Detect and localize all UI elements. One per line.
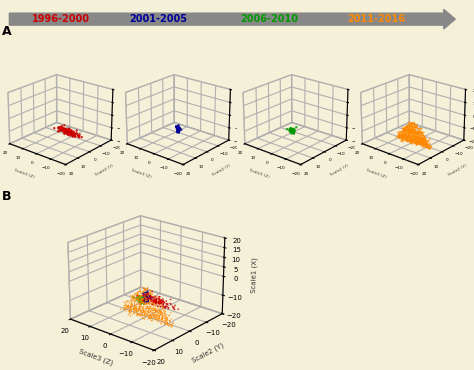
- X-axis label: Scale3 (Z): Scale3 (Z): [131, 168, 152, 179]
- X-axis label: Scale3 (Z): Scale3 (Z): [13, 168, 34, 179]
- Y-axis label: Scale2 (Y): Scale2 (Y): [94, 164, 115, 177]
- Text: 2011-2016: 2011-2016: [347, 14, 405, 24]
- Text: A: A: [2, 25, 12, 38]
- Y-axis label: Scale2 (Y): Scale2 (Y): [212, 164, 232, 177]
- Y-axis label: Scale2 (Y): Scale2 (Y): [447, 164, 467, 177]
- X-axis label: Scale3 (Z): Scale3 (Z): [78, 348, 113, 367]
- Y-axis label: Scale2 (Y): Scale2 (Y): [191, 342, 225, 364]
- Text: 1996-2000: 1996-2000: [31, 14, 90, 24]
- Text: 2006-2010: 2006-2010: [240, 14, 299, 24]
- X-axis label: Scale3 (Z): Scale3 (Z): [366, 168, 387, 179]
- Y-axis label: Scale2 (Y): Scale2 (Y): [329, 164, 350, 177]
- X-axis label: Scale3 (Z): Scale3 (Z): [248, 168, 269, 179]
- FancyArrow shape: [9, 9, 456, 29]
- Text: B: B: [2, 190, 12, 203]
- Text: 2001-2005: 2001-2005: [129, 14, 187, 24]
